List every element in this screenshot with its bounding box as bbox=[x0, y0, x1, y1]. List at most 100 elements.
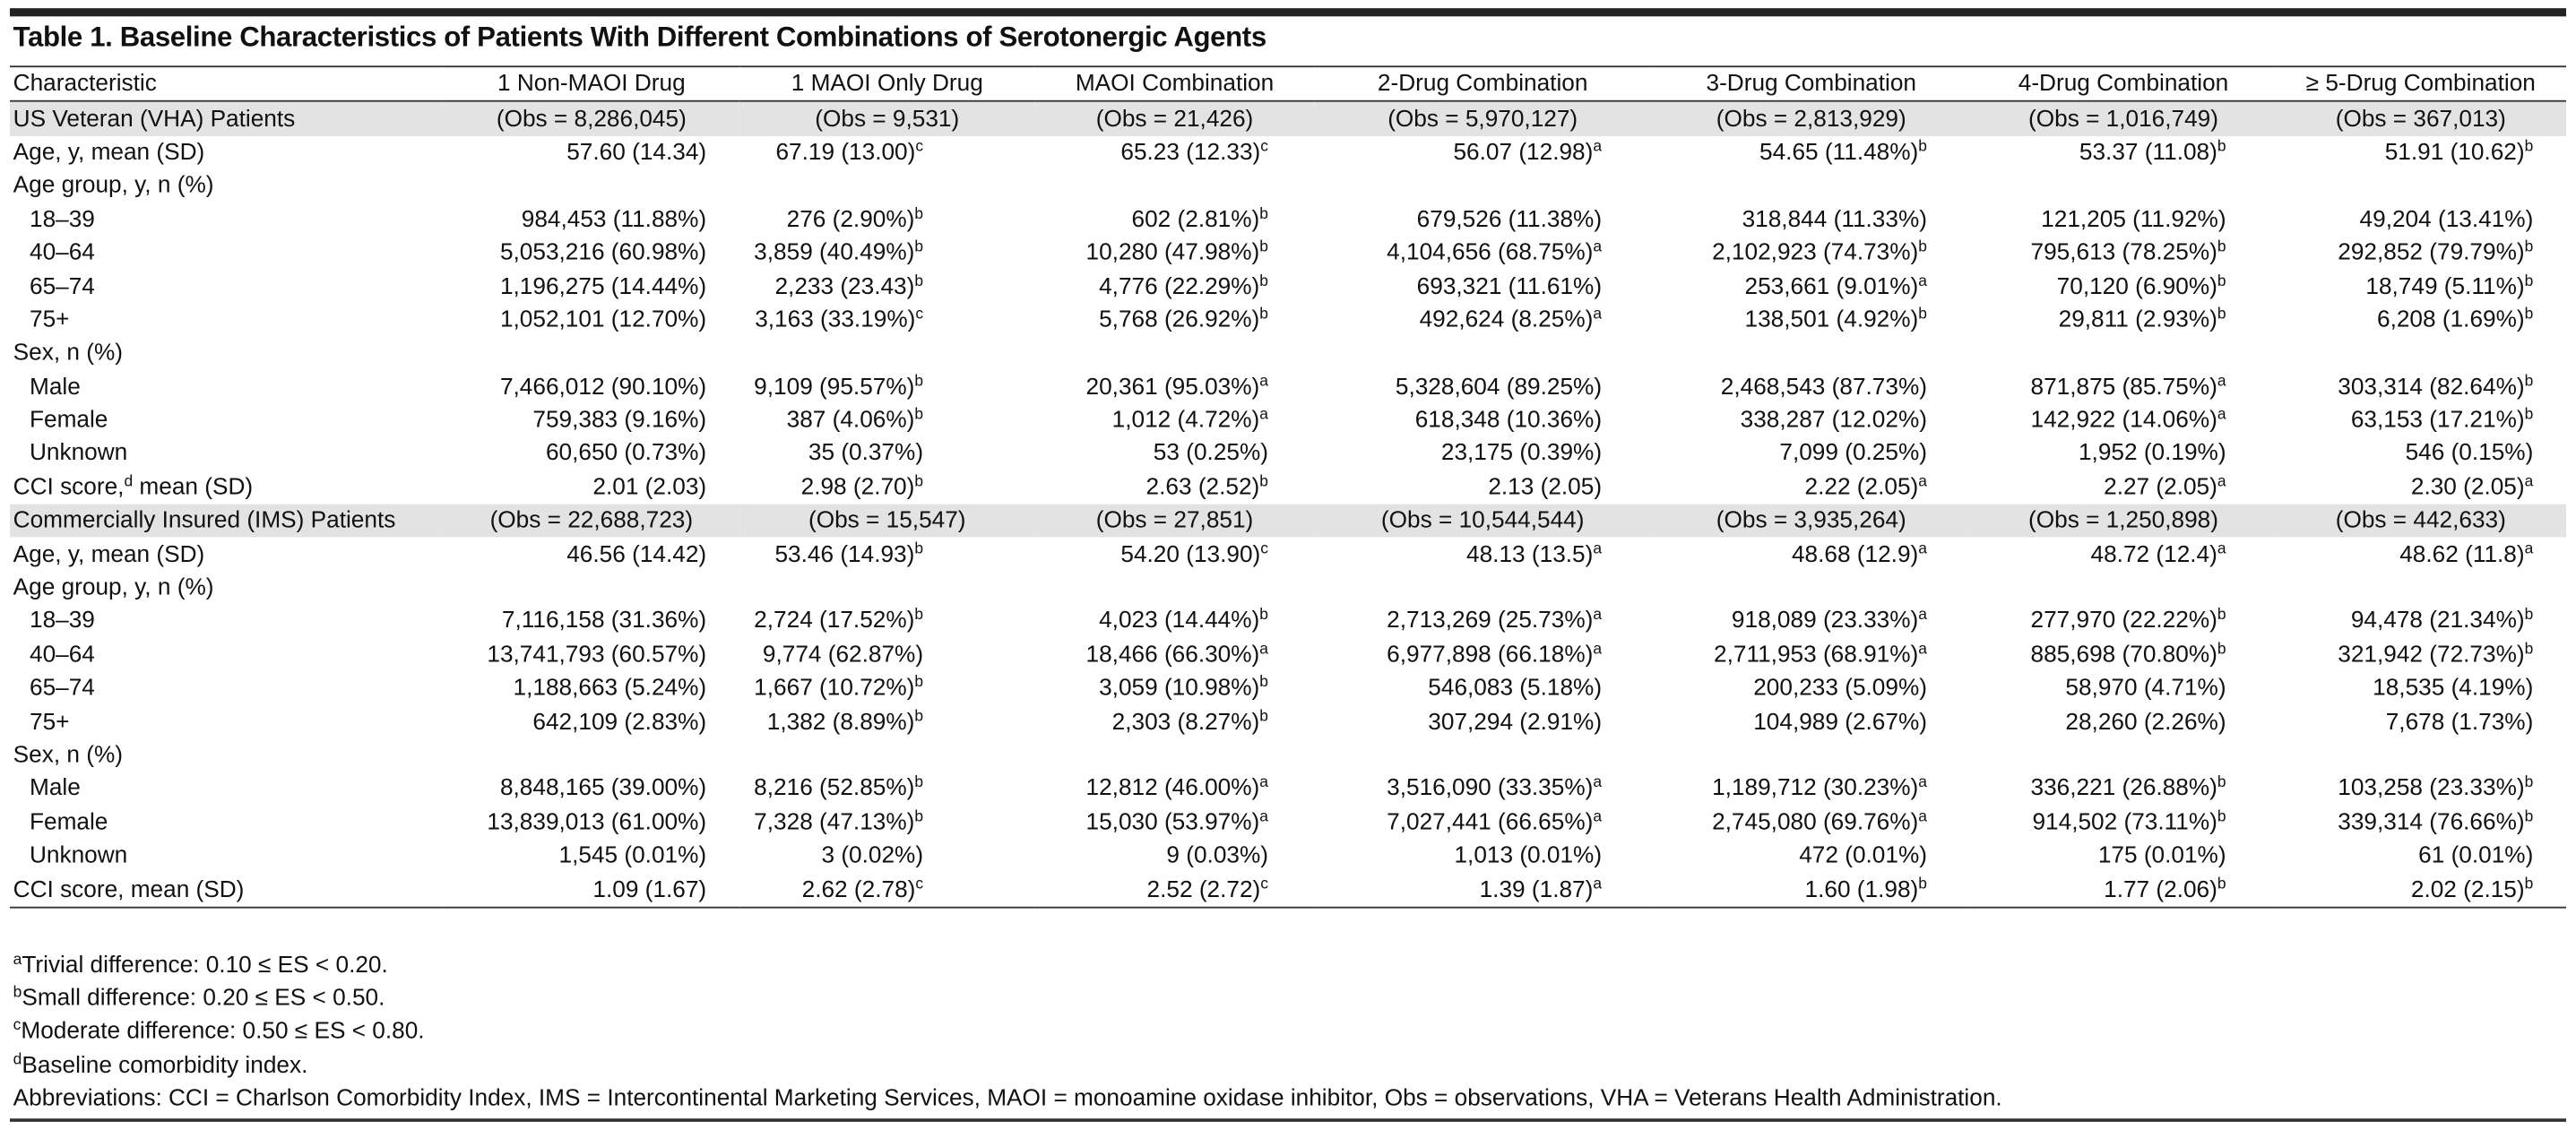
row-label: Sex, n (%) bbox=[13, 742, 124, 769]
header-cell: ≥ 5-Drug Combination bbox=[2305, 71, 2536, 98]
text: 2.98 (2.70) bbox=[800, 474, 915, 501]
superscript: b bbox=[2524, 238, 2534, 257]
cell: 8,216 (52.85%)b bbox=[739, 772, 1035, 806]
footnote: cModerate difference: 0.50 ≤ ES < 0.80. bbox=[13, 1015, 2002, 1048]
text: 20,361 (95.03%) bbox=[1085, 374, 1260, 401]
superscript: c bbox=[1260, 539, 1268, 558]
data-row: Age, y, mean (SD) 57.60 (14.34) 67.19 (13.… bbox=[10, 136, 2566, 169]
text: 1.39 (1.87) bbox=[1479, 876, 1594, 903]
cell: 48.72 (12.4)a bbox=[1971, 538, 2275, 571]
footnote: Abbreviations: CCI = Charlson Comorbidit… bbox=[13, 1083, 2002, 1116]
superscript: a bbox=[1259, 807, 1268, 826]
superscript: b bbox=[1918, 238, 1927, 257]
superscript: a bbox=[1259, 640, 1268, 659]
cell: 58,970 (4.71%) bbox=[2065, 675, 2226, 703]
superscript: c bbox=[915, 875, 924, 893]
superscript: b bbox=[2524, 405, 2534, 425]
text: 1,667 (10.72%) bbox=[754, 675, 915, 703]
obs-cell: (Obs = 2,813,929) bbox=[1651, 101, 1972, 136]
superscript: a bbox=[1593, 774, 1603, 793]
data-row: Age, y, mean (SD) 46.56 (14.42) 53.46 (14.… bbox=[10, 538, 2566, 571]
row-label: 65–74 bbox=[29, 675, 95, 703]
cell: 15,030 (53.97%)a bbox=[1035, 806, 1315, 839]
text: 253,661 (9.01%) bbox=[1744, 273, 1919, 300]
row-label: 18–39 bbox=[29, 206, 95, 233]
superscript: b bbox=[2217, 774, 2226, 793]
cell: 492,624 (8.25%)a bbox=[1314, 304, 1651, 337]
cell: 918,089 (23.33%)a bbox=[1651, 605, 1971, 638]
cell: 5,328,604 (89.25%) bbox=[1395, 374, 1603, 401]
text: 276 (2.90%) bbox=[786, 206, 915, 233]
cell: 1,545 (0.01%) bbox=[558, 842, 707, 869]
text: 387 (4.06%) bbox=[786, 407, 915, 435]
text: Small difference: 0.20 ≤ ES < 0.50. bbox=[22, 986, 385, 1013]
superscript: a bbox=[1593, 238, 1603, 257]
footnotes: aTrivial difference: 0.10 ≤ ES < 0.20. bS… bbox=[13, 949, 2002, 1115]
data-row: Sex, n (%) bbox=[10, 337, 2566, 370]
cell: 63,153 (17.21%)b bbox=[2276, 404, 2566, 437]
row-label: Male bbox=[29, 775, 81, 803]
cell: 338,287 (12.02%) bbox=[1740, 407, 1927, 435]
header-cell: 4-Drug Combination bbox=[2018, 71, 2229, 98]
cell: 138,501 (4.92%)b bbox=[1651, 304, 1971, 337]
cell: 2,745,080 (69.76%)a bbox=[1651, 806, 1971, 839]
text: 2,724 (17.52%) bbox=[754, 608, 915, 635]
cell: 2,713,269 (25.73%)a bbox=[1314, 605, 1651, 638]
cell: 1,667 (10.72%)b bbox=[739, 672, 1035, 705]
superscript: b bbox=[1918, 305, 1927, 323]
cell: 29,811 (2.93%)b bbox=[1971, 304, 2275, 337]
cell bbox=[444, 572, 2566, 605]
text: 7,027,441 (66.65%) bbox=[1387, 809, 1594, 836]
cell: 121,205 (11.92%) bbox=[2041, 206, 2226, 233]
superscript: a bbox=[1593, 875, 1603, 893]
data-row: 65–74 1,188,663 (5.24%) 1,667 (10.72%)b 3,0… bbox=[10, 672, 2566, 705]
cell: 292,852 (79.79%)b bbox=[2276, 237, 2566, 270]
superscript: b bbox=[2217, 137, 2226, 157]
text: 15,030 (53.97%) bbox=[1085, 809, 1260, 836]
obs-cell: (Obs = 27,851) bbox=[1034, 504, 1315, 539]
text: 5,768 (26.92%) bbox=[1099, 306, 1260, 333]
cell: 94,478 (21.34%)b bbox=[2276, 605, 2566, 638]
cell: 914,502 (73.11%)b bbox=[1971, 806, 2275, 839]
superscript: b bbox=[1259, 607, 1268, 625]
superscript: b bbox=[914, 607, 924, 625]
data-row: 75+ 1,052,101 (12.70%) 3,163 (33.19%)c 5,76… bbox=[10, 304, 2566, 337]
text: 795,613 (78.25%) bbox=[2030, 239, 2217, 267]
text: 3,859 (40.49%) bbox=[754, 239, 915, 267]
superscript: b bbox=[13, 984, 22, 1003]
cell: 8,848,165 (39.00%) bbox=[499, 775, 707, 803]
text: 602 (2.81%) bbox=[1131, 206, 1260, 233]
cell: 1.77 (2.06)b bbox=[1971, 873, 2275, 907]
text: 138,501 (4.92%) bbox=[1744, 306, 1919, 333]
data-row: Sex, n (%) bbox=[10, 738, 2566, 772]
superscript: b bbox=[1918, 875, 1927, 893]
cell: 53.37 (11.08)b bbox=[1971, 136, 2275, 169]
cell: 546 (0.15%) bbox=[2405, 441, 2534, 468]
superscript: b bbox=[914, 372, 924, 391]
row-label: Female bbox=[29, 809, 108, 836]
text: 63,153 (17.21%) bbox=[2350, 407, 2525, 435]
obs-cell: (Obs = 442,633) bbox=[2275, 504, 2566, 539]
text: 4,776 (22.29%) bbox=[1099, 273, 1260, 300]
cell: 65.23 (12.33)c bbox=[1035, 136, 1315, 169]
superscript: a bbox=[1918, 272, 1927, 290]
data-row: Female 13,839,013 (61.00%) 7,328 (47.13%)b… bbox=[10, 806, 2566, 839]
obs-cell: (Obs = 21,426) bbox=[1034, 101, 1315, 136]
cell: 7,328 (47.13%)b bbox=[739, 806, 1035, 839]
cell: 18,535 (4.19%) bbox=[2373, 675, 2534, 703]
superscript: a bbox=[13, 951, 22, 970]
cell: 984,453 (11.88%) bbox=[521, 206, 707, 233]
obs-cell: (Obs = 22,688,723) bbox=[443, 504, 739, 539]
superscript: b bbox=[2524, 137, 2534, 157]
text: 292,852 (79.79%) bbox=[2338, 239, 2525, 267]
top-rule bbox=[9, 8, 2566, 17]
text: 18,749 (5.11%) bbox=[2365, 273, 2525, 300]
superscript: b bbox=[914, 472, 924, 491]
text: 871,875 (85.75%) bbox=[2030, 374, 2217, 401]
cell: 795,613 (78.25%)b bbox=[1971, 237, 2275, 270]
superscript: a bbox=[1918, 807, 1927, 826]
data-row: Unknown 1,545 (0.01%) 3 (0.02%) 9 (0.03%) 1,… bbox=[10, 840, 2566, 873]
superscript: a bbox=[1259, 774, 1268, 793]
cell: 5,768 (26.92%)b bbox=[1035, 304, 1315, 337]
